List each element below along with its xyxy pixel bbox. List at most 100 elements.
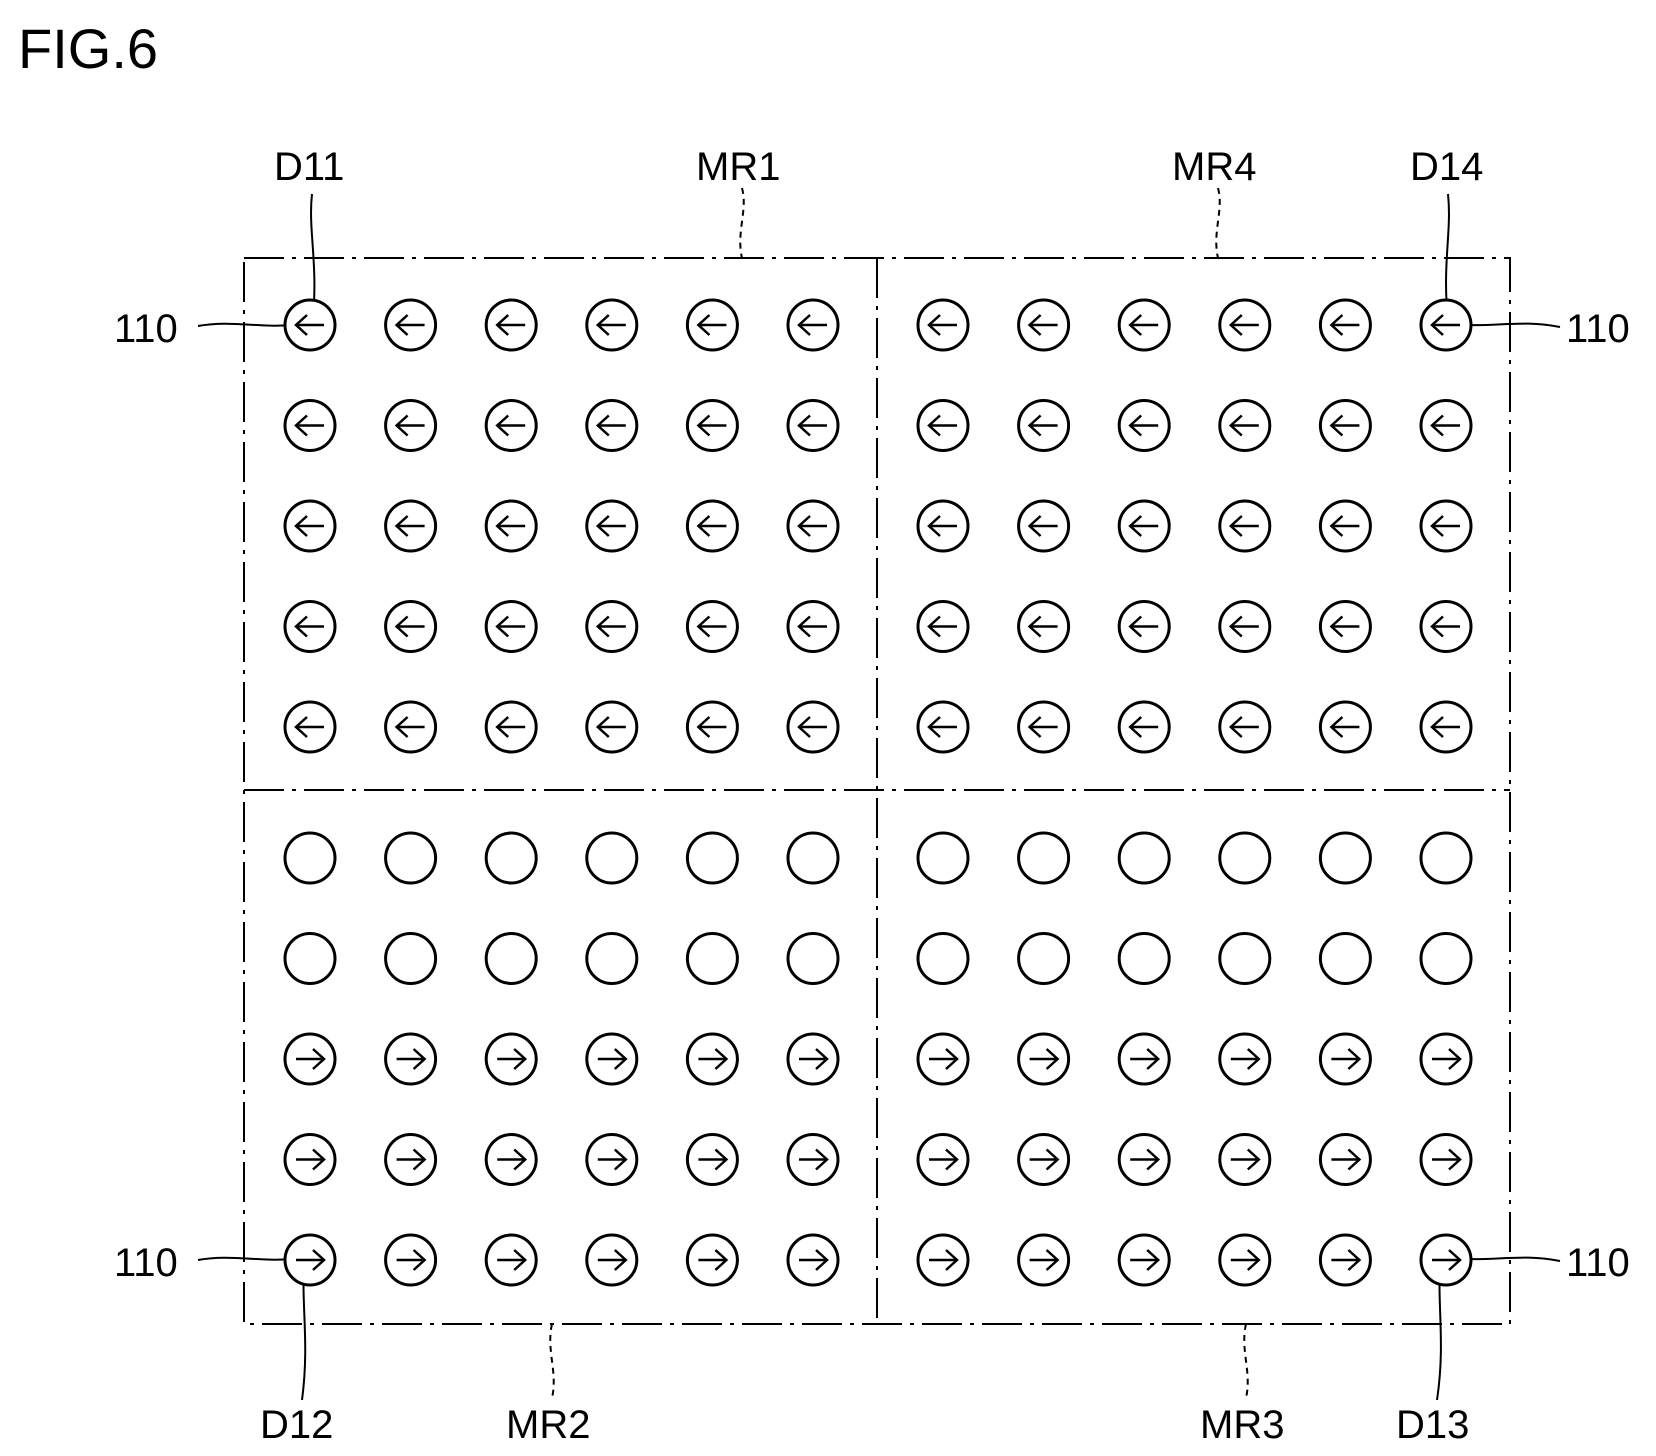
arrow-head-icon <box>696 414 711 437</box>
element-arrow-left <box>1218 600 1272 653</box>
element-circle <box>1419 831 1473 885</box>
arrow-head-icon <box>1128 314 1143 336</box>
element-arrow-right <box>484 1032 538 1086</box>
element-arrow-right <box>484 1133 538 1186</box>
element-arrow-left <box>484 700 538 754</box>
leader-110-top-right <box>1467 322 1561 328</box>
element-arrow-right <box>1318 1133 1372 1186</box>
element-no-arrow <box>1419 932 1473 985</box>
arrow-head-icon <box>294 414 308 437</box>
element-circle <box>1218 831 1272 885</box>
element-arrow-left <box>916 298 970 352</box>
element-arrow-left <box>1117 399 1171 452</box>
element-no-arrow <box>585 831 639 885</box>
element-no-arrow <box>1218 932 1272 985</box>
element-arrow-left <box>484 298 538 352</box>
element-no-arrow <box>916 831 970 885</box>
arrow-head-icon <box>815 1148 829 1171</box>
element-arrow-right <box>685 1233 739 1287</box>
element-no-arrow <box>283 831 337 885</box>
element-arrow-right <box>283 1233 337 1287</box>
element-arrow-right <box>685 1133 739 1186</box>
arrow-head-icon <box>1027 314 1042 336</box>
element-circle <box>685 932 739 985</box>
element-arrow-right <box>1419 1133 1473 1186</box>
element-arrow-right <box>786 1133 840 1186</box>
element-arrow-right <box>283 1032 337 1086</box>
element-arrow-left <box>585 499 639 553</box>
arrow-head-icon <box>1448 1048 1462 1070</box>
element-circle <box>1117 932 1171 985</box>
element-arrow-left <box>283 298 337 352</box>
element-arrow-left <box>384 700 438 754</box>
element-no-arrow <box>1419 831 1473 885</box>
arrow-head-icon <box>595 414 610 437</box>
element-arrow-right <box>1218 1032 1272 1086</box>
element-no-arrow <box>916 932 970 985</box>
arrow-head-icon <box>1045 1048 1060 1070</box>
element-arrow-left <box>1017 399 1071 452</box>
arrow-head-icon <box>714 1249 729 1271</box>
element-arrow-right <box>1017 1233 1071 1287</box>
element-arrow-left <box>1318 600 1372 653</box>
element-circle <box>1419 932 1473 985</box>
arrow-head-icon <box>696 515 711 537</box>
arrow-head-icon <box>595 716 610 738</box>
element-circle <box>1218 932 1272 985</box>
label-MR3: MR3 <box>1200 1403 1284 1447</box>
arrow-head-icon <box>595 314 610 336</box>
arrow-head-icon <box>394 716 409 738</box>
element-circle <box>1318 932 1372 985</box>
arrow-head-icon <box>1347 1148 1362 1171</box>
label-MR4: MR4 <box>1172 145 1256 189</box>
arrow-head-icon <box>1246 1148 1261 1171</box>
leader-MR3 <box>1243 1323 1249 1399</box>
element-arrow-left <box>685 298 739 352</box>
element-circle <box>283 932 337 985</box>
arrow-head-icon <box>1329 716 1344 738</box>
arrow-head-icon <box>1329 414 1344 437</box>
arrow-head-icon <box>1228 515 1243 537</box>
arrow-head-icon <box>1329 515 1344 537</box>
element-no-arrow <box>786 932 840 985</box>
arrow-head-icon <box>495 414 510 437</box>
element-arrow-right <box>585 1032 639 1086</box>
label-MR1: MR1 <box>696 145 780 189</box>
element-arrow-right <box>916 1233 970 1287</box>
arrow-head-icon <box>1146 1148 1161 1171</box>
arrow-head-icon <box>797 716 811 738</box>
element-no-arrow <box>685 831 739 885</box>
arrow-head-icon <box>595 615 610 638</box>
arrow-head-icon <box>1228 414 1243 437</box>
element-arrow-right <box>585 1133 639 1186</box>
leader-110-bottom-left <box>197 1256 291 1261</box>
element-arrow-right <box>1419 1032 1473 1086</box>
arrow-head-icon <box>1347 1249 1362 1271</box>
element-arrow-left <box>1017 700 1071 754</box>
element-arrow-left <box>1419 399 1473 452</box>
arrow-head-icon <box>294 314 308 336</box>
element-circle <box>585 932 639 985</box>
arrow-head-icon <box>815 1249 829 1271</box>
arrow-head-icon <box>1045 1249 1060 1271</box>
arrow-head-icon <box>1228 615 1243 638</box>
element-no-arrow <box>484 932 538 985</box>
arrow-head-icon <box>797 515 811 537</box>
element-arrow-left <box>484 499 538 553</box>
label-110-top-left: 110 <box>114 307 178 351</box>
element-arrow-right <box>585 1233 639 1287</box>
arrow-head-icon <box>412 1048 427 1070</box>
arrow-head-icon <box>312 1048 326 1070</box>
element-grid <box>283 298 1473 1287</box>
arrow-head-icon <box>294 515 308 537</box>
element-arrow-left <box>1218 700 1272 754</box>
leader-MR2 <box>549 1323 555 1399</box>
arrow-head-icon <box>1146 1048 1161 1070</box>
element-arrow-left <box>1017 600 1071 653</box>
arrow-head-icon <box>613 1249 628 1271</box>
element-arrow-left <box>1419 700 1473 754</box>
element-circle <box>916 932 970 985</box>
arrow-head-icon <box>1027 414 1042 437</box>
element-arrow-left <box>1318 298 1372 352</box>
arrow-head-icon <box>513 1148 528 1171</box>
